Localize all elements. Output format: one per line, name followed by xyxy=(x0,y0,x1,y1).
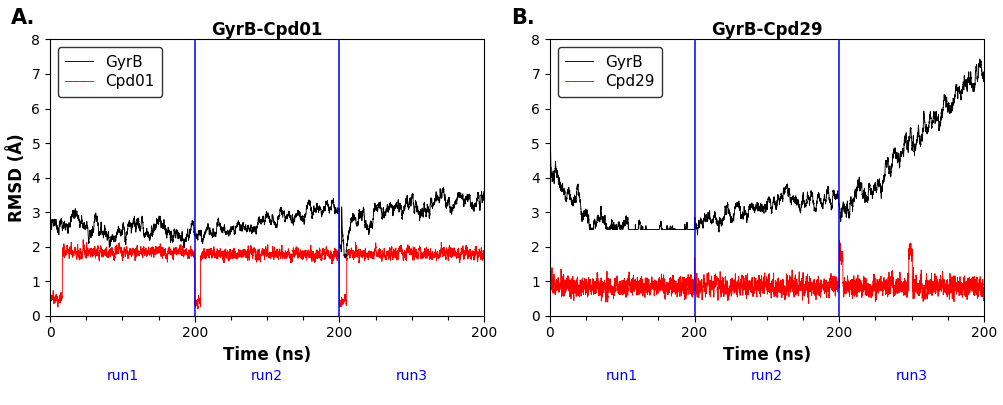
Cpd29 xyxy=(977,296,989,301)
GyrB xyxy=(544,124,556,128)
Text: run3: run3 xyxy=(895,369,927,384)
GyrB xyxy=(239,224,251,229)
Line: GyrB: GyrB xyxy=(550,59,983,235)
X-axis label: Time (ns): Time (ns) xyxy=(223,346,311,364)
Text: run1: run1 xyxy=(106,369,138,384)
Text: A.: A. xyxy=(11,9,35,28)
GyrB xyxy=(208,232,220,237)
Line: GyrB: GyrB xyxy=(50,188,483,258)
Cpd01 xyxy=(474,257,486,262)
GyrB xyxy=(144,231,156,236)
GyrB xyxy=(474,198,486,203)
GyrB xyxy=(437,185,449,190)
GyrB xyxy=(149,224,161,229)
Cpd01 xyxy=(239,250,251,255)
Cpd29 xyxy=(974,292,986,297)
Cpd01 xyxy=(44,296,56,301)
Cpd29 xyxy=(801,301,813,306)
GyrB xyxy=(974,63,986,68)
Cpd01 xyxy=(149,248,161,253)
Line: Cpd29: Cpd29 xyxy=(550,241,983,304)
Cpd01 xyxy=(477,258,489,263)
GyrB xyxy=(646,227,658,232)
GyrB xyxy=(44,219,56,224)
Cpd29 xyxy=(544,287,556,292)
Cpd29 xyxy=(649,285,661,290)
Cpd01 xyxy=(208,245,220,250)
GyrB xyxy=(691,232,703,237)
Y-axis label: RMSD (Å): RMSD (Å) xyxy=(7,133,26,222)
GyrB xyxy=(339,256,351,260)
Cpd29 xyxy=(832,239,845,243)
Legend: GyrB, Cpd29: GyrB, Cpd29 xyxy=(557,47,661,97)
Text: run2: run2 xyxy=(750,369,782,384)
Cpd29 xyxy=(737,280,749,285)
Cpd29 xyxy=(646,283,658,288)
Text: run3: run3 xyxy=(395,369,427,384)
Title: GyrB-Cpd29: GyrB-Cpd29 xyxy=(710,21,821,39)
GyrB xyxy=(973,56,985,61)
Text: run2: run2 xyxy=(251,369,283,384)
Line: Cpd01: Cpd01 xyxy=(50,240,483,309)
GyrB xyxy=(737,208,749,213)
Title: GyrB-Cpd01: GyrB-Cpd01 xyxy=(212,21,322,39)
GyrB xyxy=(649,227,661,232)
Text: run1: run1 xyxy=(606,369,638,384)
GyrB xyxy=(477,190,489,195)
Cpd01 xyxy=(147,252,159,257)
GyrB xyxy=(707,217,719,222)
Cpd29 xyxy=(707,285,719,290)
Cpd01 xyxy=(77,237,89,242)
X-axis label: Time (ns): Time (ns) xyxy=(722,346,810,364)
GyrB xyxy=(644,227,656,232)
GyrB xyxy=(147,226,159,231)
Text: B.: B. xyxy=(511,9,534,28)
Cpd01 xyxy=(192,306,204,311)
Cpd29 xyxy=(644,290,656,294)
Legend: GyrB, Cpd01: GyrB, Cpd01 xyxy=(57,47,161,97)
GyrB xyxy=(977,75,989,79)
Cpd01 xyxy=(144,249,156,254)
